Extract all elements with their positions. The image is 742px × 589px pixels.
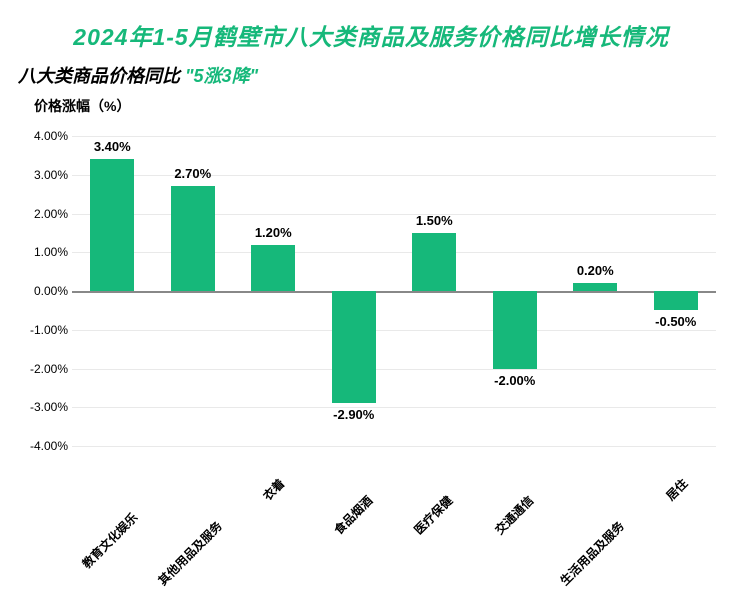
gridline [72, 214, 716, 215]
bar-value-label: 3.40% [94, 139, 131, 154]
bar [171, 186, 215, 291]
bar [251, 245, 295, 292]
bar [412, 233, 456, 291]
bar-value-label: -2.00% [494, 373, 535, 388]
y-tick-label: -2.00% [18, 362, 68, 376]
x-tick-label: 衣着 [259, 475, 288, 504]
y-tick-label: 3.00% [18, 168, 68, 182]
bar [654, 291, 698, 310]
y-tick-label: 2.00% [18, 207, 68, 221]
bar [90, 159, 134, 291]
x-tick-label: 居住 [662, 475, 691, 504]
bar [332, 291, 376, 403]
gridline [72, 330, 716, 331]
bar [493, 291, 537, 369]
bar-value-label: -0.50% [655, 314, 696, 329]
y-axis-label: 价格涨幅（%） [0, 90, 742, 120]
x-tick-label: 交通通信 [491, 492, 537, 538]
y-tick-label: 4.00% [18, 129, 68, 143]
chart-area: -4.00% -3.00% -2.00% -1.00% 0.00% 1.00% 2.00% 3… [18, 126, 724, 556]
gridline [72, 407, 716, 408]
bar-value-label: 0.20% [577, 263, 614, 278]
zero-line [72, 291, 716, 293]
bar-value-label: -2.90% [333, 407, 374, 422]
subtitle-part2: "5涨3降" [185, 66, 258, 86]
bar [573, 283, 617, 291]
y-tick-label: -3.00% [18, 400, 68, 414]
bar-value-label: 2.70% [174, 166, 211, 181]
y-tick-label: -4.00% [18, 439, 68, 453]
gridline [72, 136, 716, 137]
chart-subtitle: 八大类商品价格同比 "5涨3降" [0, 58, 742, 90]
y-tick-label: 0.00% [18, 284, 68, 298]
gridline [72, 446, 716, 447]
x-tick-label: 医疗保健 [410, 492, 456, 538]
chart-title: 2024年1-5月鹤壁市八大类商品及服务价格同比增长情况 [0, 0, 742, 58]
y-tick-label: -1.00% [18, 323, 68, 337]
gridline [72, 252, 716, 253]
gridline [72, 369, 716, 370]
x-tick-label: 生活用品及服务 [556, 517, 627, 588]
x-tick-label: 其他用品及服务 [154, 517, 225, 588]
bar-value-label: 1.50% [416, 213, 453, 228]
subtitle-part1: 八大类商品价格同比 [18, 66, 180, 86]
gridline [72, 175, 716, 176]
y-tick-label: 1.00% [18, 245, 68, 259]
bar-value-label: 1.20% [255, 225, 292, 240]
x-tick-label: 食品烟酒 [330, 492, 376, 538]
x-tick-label: 教育文化娱乐 [78, 509, 141, 572]
